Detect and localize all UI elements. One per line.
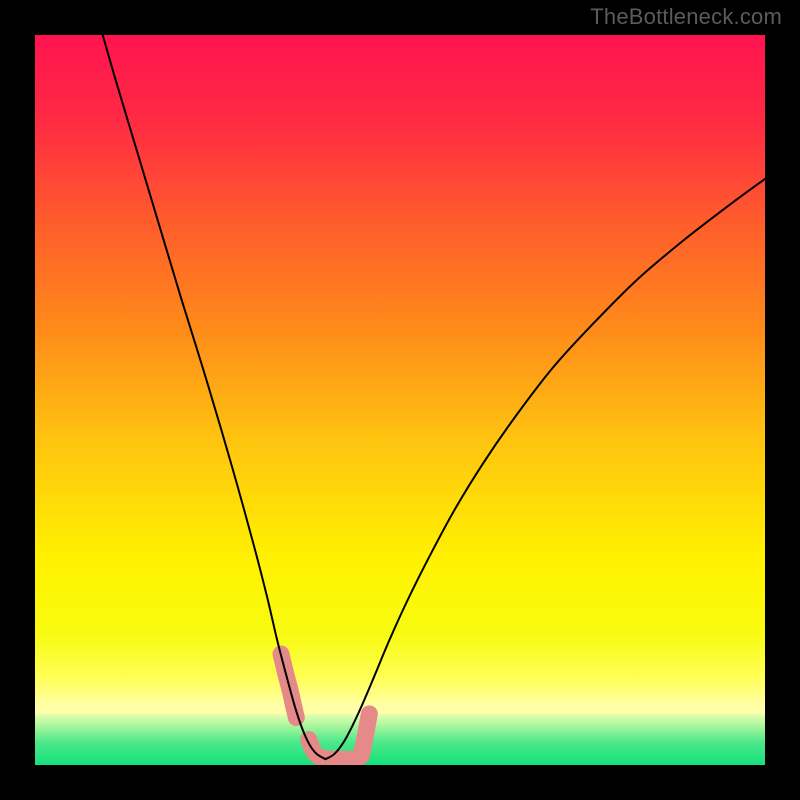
marker-segment (309, 714, 370, 759)
right-curve (326, 174, 765, 759)
plot-area (35, 35, 765, 765)
curve-layer (35, 35, 765, 765)
canvas: TheBottleneck.com (0, 0, 800, 800)
watermark-text: TheBottleneck.com (590, 4, 782, 30)
left-curve (101, 35, 326, 759)
